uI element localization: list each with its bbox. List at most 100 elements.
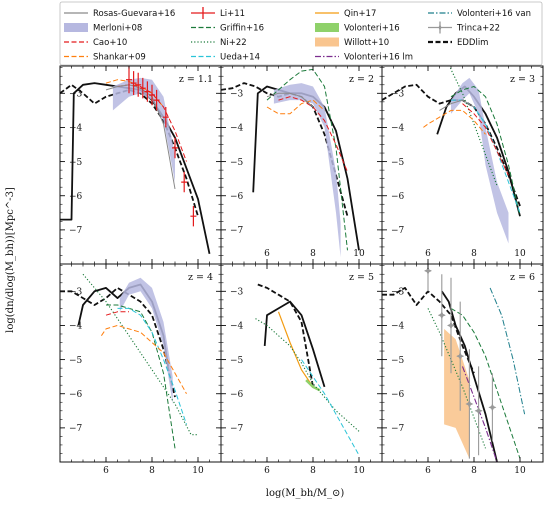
x-tick-label: 6 — [425, 466, 431, 476]
series-eddlim-p5 — [257, 283, 314, 388]
series-shankar-p3 — [423, 109, 486, 135]
panel-frame — [59, 65, 222, 265]
legend-label-griffin: Griffin+16 — [220, 24, 264, 34]
x-tick-label: 8 — [471, 249, 477, 259]
y-axis-label: log(dn/dlog(M_bh))[Mpc^-3] — [5, 187, 16, 333]
legend-label-li: Li+11 — [220, 9, 245, 19]
legend-label-ni: Ni+22 — [220, 38, 247, 48]
panel-4: 6 8 10 −3 −4 −5 −6 −7 z = 4 — [59, 263, 222, 476]
series-griffin-p2 — [266, 68, 348, 251]
y-tick-label: −3 — [69, 90, 83, 100]
legend-item-merloni: Merloni+08 — [64, 23, 142, 34]
panel-3: 6 8 10 −3 −4 −5 −6 −7 z = 3 — [381, 65, 544, 265]
y-tick-label: −7 — [230, 424, 244, 434]
legend-label-ueda: Ueda+14 — [220, 53, 260, 63]
series-eddlim-p4 — [60, 287, 176, 398]
series-rosas-p3 — [439, 99, 475, 111]
x-axis-label: log(M_bh/M_⊙) — [266, 488, 345, 499]
y-tick-label: −5 — [230, 158, 244, 168]
series-ni-p3 — [449, 66, 498, 186]
x-tick-label: 10 — [514, 249, 526, 259]
y-tick-label: −6 — [391, 390, 405, 400]
y-tick-label: −4 — [69, 124, 83, 134]
redshift-label: z = 6 — [510, 272, 535, 283]
legend-label-trinca: Trinca+22 — [456, 24, 500, 34]
y-tick-label: −5 — [69, 356, 83, 366]
series-volonteri_lm-p6 — [461, 366, 498, 462]
series-main-p1 — [60, 82, 211, 254]
y-tick-label: −7 — [391, 424, 405, 434]
series-eddlim-p3 — [382, 83, 521, 207]
series-volonteri-p5 — [305, 379, 321, 392]
panel-2: 6 8 10 −3 −4 −5 −6 −7 z = 2 — [220, 65, 383, 265]
x-tick-label: 6 — [264, 249, 270, 259]
legend-label-eddlim: EDDlim — [457, 38, 488, 48]
series-ni-p4 — [82, 273, 198, 436]
x-tick-label: 10 — [192, 466, 204, 476]
redshift-label: z = 1.1 — [179, 74, 213, 85]
series-ueda-p5 — [301, 359, 360, 456]
series-main-p2 — [252, 85, 360, 251]
series-cao-p2 — [278, 96, 348, 172]
panel-6: 6 8 10 −3 −4 −5 −6 −7 z = 6 — [381, 263, 544, 476]
y-tick-label: −7 — [69, 424, 83, 434]
x-tick-label: 10 — [353, 466, 365, 476]
series-qin-p5 — [277, 311, 314, 388]
y-tick-label: −5 — [230, 356, 244, 366]
y-tick-label: −5 — [391, 158, 405, 168]
y-tick-label: −7 — [230, 226, 244, 236]
legend-swatch-volonteri — [315, 23, 339, 32]
series-merloni-p4 — [119, 277, 173, 404]
legend-item-volonteri_van: Volonteri+16 van — [428, 9, 531, 19]
legend-item-volonteri_lm: Volonteri+16 lm — [315, 53, 413, 63]
redshift-label: z = 5 — [349, 272, 374, 283]
y-tick-label: −4 — [230, 124, 244, 134]
redshift-label: z = 4 — [188, 272, 213, 283]
series-ueda-p4 — [117, 307, 187, 425]
panels: −3 −4 −5 −6 −7 z = 1.1 6 8 10 −3 −4 −5 −6 −7 z = 2 6 8 10… — [59, 65, 544, 476]
series-merloni-p3 — [451, 77, 509, 244]
series-merloni-p2 — [273, 83, 341, 258]
y-tick-label: −4 — [230, 322, 244, 332]
legend-label-rosas: Rosas-Guevara+16 — [93, 9, 175, 19]
series-main-p5 — [263, 300, 326, 388]
y-tick-label: −7 — [69, 226, 83, 236]
legend-item-trinca: Trinca+22 — [428, 21, 500, 34]
series-volonteri_van-p6 — [489, 287, 526, 415]
legend-label-volonteri_van: Volonteri+16 van — [457, 9, 531, 19]
y-tick-label: −3 — [391, 90, 405, 100]
series-shankar-p4 — [100, 324, 187, 394]
legend-item-shankar: Shankar+09 — [64, 53, 146, 63]
y-tick-label: −5 — [69, 158, 83, 168]
legend-item-qin: Qin+17 — [315, 9, 376, 19]
legend-item-griffin: Griffin+16 — [191, 24, 264, 34]
x-tick-label: 6 — [425, 249, 431, 259]
series-rosas-p2 — [266, 92, 314, 108]
legend-swatch-merloni — [64, 23, 88, 32]
series-main-p6 — [441, 290, 498, 462]
series-cao-p4 — [105, 311, 129, 316]
series-griffin-p6 — [450, 307, 521, 459]
series-trinca-p6 — [424, 264, 497, 459]
legend-label-qin: Qin+17 — [344, 9, 376, 19]
panel-1: −3 −4 −5 −6 −7 z = 1.1 — [59, 65, 222, 265]
y-tick-label: −4 — [391, 322, 405, 332]
y-tick-label: −6 — [391, 192, 405, 202]
series-griffin-p4 — [106, 304, 176, 449]
legend-item-eddlim: EDDlim — [428, 38, 488, 48]
legend-label-shankar: Shankar+09 — [93, 53, 146, 63]
legend-label-volonteri: Volonteri+16 — [344, 24, 400, 34]
x-tick-label: 8 — [310, 249, 316, 259]
y-tick-label: −7 — [391, 226, 405, 236]
legend-item-ueda: Ueda+14 — [191, 53, 260, 63]
legend-item-cao: Cao+10 — [64, 38, 127, 48]
x-tick-label: 8 — [471, 466, 477, 476]
panel-frame — [59, 263, 222, 463]
series-cao-p3 — [462, 103, 509, 176]
legend-swatch-willott — [315, 37, 339, 47]
series-li-p1 — [126, 66, 197, 227]
x-tick-label: 8 — [149, 466, 155, 476]
y-tick-label: −5 — [391, 356, 405, 366]
legend-swatch-li — [191, 7, 215, 19]
